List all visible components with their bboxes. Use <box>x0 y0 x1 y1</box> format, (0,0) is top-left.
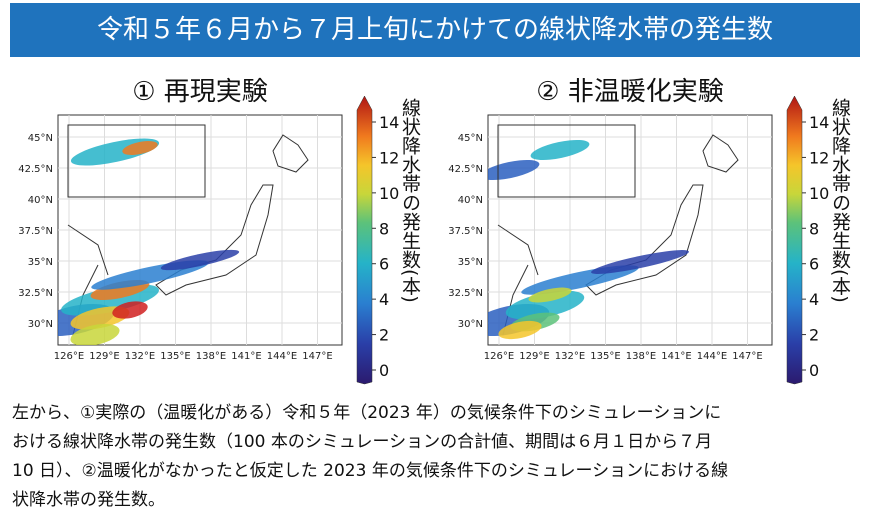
caption-line: 左から、①実際の（温暖化がある）令和５年（2023 年）の気候条件下のシミュレー… <box>12 403 721 423</box>
y-tick-label: 45°N <box>458 133 483 144</box>
y-tick-label: 35°N <box>458 257 483 268</box>
x-tick-label: 147°E <box>732 351 762 362</box>
panel-title: ① 再現実験 <box>132 77 268 107</box>
colorbar-tick-label: 10 <box>379 184 399 203</box>
colorbar-tick-label: 4 <box>379 290 389 309</box>
y-tick-label: 37.5°N <box>18 226 53 237</box>
colorbar <box>356 95 373 385</box>
x-tick-label: 138°E <box>196 351 226 362</box>
y-tick-label: 32.5°N <box>448 288 483 299</box>
map-content <box>488 115 772 345</box>
caption-line: 状降水帯の発生数。 <box>12 490 165 510</box>
inset-frame <box>67 124 206 198</box>
x-tick-label: 135°E <box>590 351 620 362</box>
colorbar-tick-label: 4 <box>809 290 819 309</box>
colorbar-tick-label: 8 <box>379 219 389 238</box>
y-tick-label: 37.5°N <box>448 226 483 237</box>
colorbar-tick-label: 0 <box>809 361 819 380</box>
x-tick-label: 138°E <box>626 351 656 362</box>
rain-band-area <box>112 301 148 319</box>
rain-band-area <box>488 159 540 181</box>
x-tick-label: 141°E <box>661 351 691 362</box>
y-tick-label: 45°N <box>28 133 53 144</box>
map-panel: ② 非温暖化実験 126°E 129°E 132°E 135°E 138°E 141°E 14… <box>448 77 851 385</box>
colorbar <box>786 95 803 385</box>
colorbar-tick-label: 2 <box>379 326 389 345</box>
x-tick-label: 135°E <box>160 351 190 362</box>
y-tick-label: 42.5°N <box>18 164 53 175</box>
rain-band-area <box>530 139 590 161</box>
rain-band-area <box>122 141 158 155</box>
title-bar <box>10 3 860 57</box>
page-title: 令和５年６月から７月上旬にかけての線状降水帯の発生数 <box>97 15 773 45</box>
panel-title: ② 非温暖化実験 <box>536 77 724 107</box>
x-tick-label: 129°E <box>89 351 119 362</box>
colorbar-tick-label: 12 <box>379 148 399 167</box>
caption-line: おける線状降水帯の発生数（100 本のシミュレーションの合計値、期間は６月１日か… <box>12 432 712 452</box>
x-tick-label: 126°E <box>54 351 84 362</box>
rain-band-area <box>70 323 120 345</box>
y-tick-label: 40°N <box>458 195 483 206</box>
y-tick-label: 42.5°N <box>448 164 483 175</box>
coastline <box>67 134 309 336</box>
y-tick-label: 30°N <box>458 319 483 330</box>
caption-line: 10 日）、②温暖化がなかったと仮定した 2023 年の気候条件下のシミュレーシ… <box>12 461 728 481</box>
map-content <box>58 115 342 345</box>
x-tick-label: 132°E <box>125 351 155 362</box>
rain-band-area <box>160 249 240 271</box>
x-tick-label: 144°E <box>697 351 727 362</box>
colorbar-tick-label: 0 <box>379 361 389 380</box>
x-tick-label: 126°E <box>484 351 514 362</box>
colorbar-tick-label: 12 <box>809 148 829 167</box>
rain-band-area <box>498 320 542 340</box>
y-tick-label: 40°N <box>28 195 53 206</box>
colorbar-tick-label: 14 <box>809 113 829 132</box>
rain-band-area <box>591 250 689 274</box>
x-tick-label: 141°E <box>231 351 261 362</box>
colorbar-tick-label: 6 <box>379 255 389 274</box>
map-panel: ① 再現実験 126°E 129°E 132°E 135°E 138°E 141°E 144°… <box>18 77 421 385</box>
colorbar-tick-label: 14 <box>379 113 399 132</box>
colorbar-tick-label: 8 <box>809 219 819 238</box>
y-tick-label: 35°N <box>28 257 53 268</box>
x-tick-label: 129°E <box>519 351 549 362</box>
colorbar-tick-label: 2 <box>809 326 819 345</box>
colorbar-label: 線状降水帯の発生数(本) <box>829 98 851 303</box>
x-tick-label: 144°E <box>267 351 297 362</box>
colorbar-tick-label: 10 <box>809 184 829 203</box>
rain-band-area <box>528 287 572 303</box>
rain-band-area <box>505 290 585 320</box>
y-tick-label: 30°N <box>28 319 53 330</box>
colorbar-tick-label: 6 <box>809 255 819 274</box>
x-tick-label: 147°E <box>302 351 332 362</box>
y-tick-label: 32.5°N <box>18 288 53 299</box>
inset-frame <box>497 124 636 198</box>
x-tick-label: 132°E <box>555 351 585 362</box>
colorbar-label: 線状降水帯の発生数(本) <box>399 98 421 303</box>
